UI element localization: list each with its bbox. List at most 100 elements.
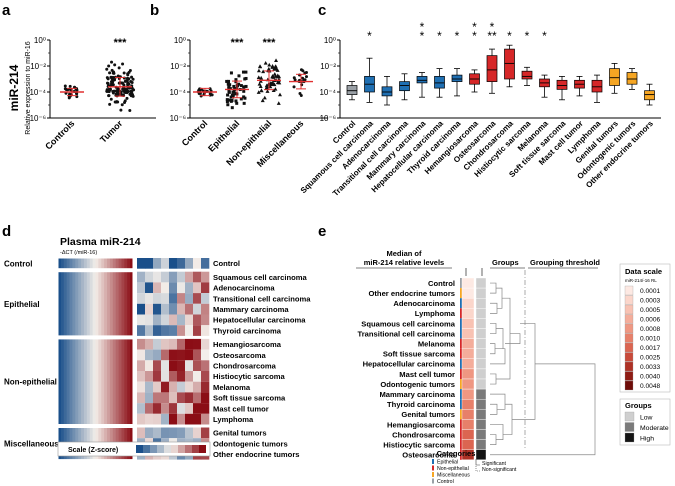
- pd-right-cell: [137, 293, 146, 304]
- pe-data-scale-swatch: [624, 352, 634, 362]
- pd-right-cell: [193, 427, 202, 439]
- pe-heat-cell: [461, 287, 475, 299]
- pd-right-cell: [193, 360, 202, 371]
- pd-right-cell: [177, 392, 186, 404]
- pa-point: [121, 87, 125, 91]
- pa-x-label: Tumor: [98, 118, 125, 145]
- panel-d-title: Plasma miR-214: [60, 236, 141, 248]
- pd-left-cell: [107, 338, 111, 425]
- pd-right-cell: [153, 381, 162, 393]
- pd-left-cell: [81, 338, 85, 425]
- pd-right-cell: [153, 293, 162, 304]
- pc-box: [521, 70, 533, 80]
- pe-row-label: Soft tissue sarcoma: [383, 350, 456, 359]
- pd-left-cell: [58, 271, 62, 336]
- pe-header-median: Median of: [387, 249, 423, 258]
- panel-d-heatmap: Control Epithelial Non-epithelial Miscellan…: [4, 257, 311, 461]
- pd-right-cell: [201, 303, 210, 315]
- pa-point: [105, 67, 109, 71]
- pe-dendro-branch: [490, 363, 596, 456]
- pe-heat-cell: [461, 449, 475, 461]
- pd-left-cell: [92, 258, 96, 269]
- pc-box: [346, 85, 358, 95]
- pe-group-cell: [475, 358, 487, 370]
- pd-left-cell: [89, 338, 94, 425]
- pd-right-cell: [201, 271, 210, 283]
- pd-right-cell: [193, 403, 202, 414]
- pc-box: [451, 74, 463, 82]
- pd-right-cell: [185, 258, 194, 269]
- pd-right-cell: [137, 349, 146, 361]
- pe-group-cell: [475, 287, 487, 299]
- pa-point: [109, 97, 113, 101]
- pd-right-cell: [153, 371, 162, 382]
- pd-right-cell: [169, 338, 178, 350]
- pe-group-cell: [475, 388, 487, 400]
- pb-point: [293, 78, 297, 82]
- pb-point: [237, 74, 241, 78]
- pd-right-cell: [193, 271, 202, 283]
- pa-point: [128, 108, 132, 112]
- pe-category-strip: [460, 338, 462, 349]
- pe-heat-cell: [461, 318, 475, 329]
- panel-b-scatter: 10⁰10⁻²10⁻⁴10⁻⁶ControlEpithelial***Non-e…: [169, 36, 328, 169]
- pc-stars: *: [490, 20, 495, 34]
- pd-right-cell: [145, 403, 154, 414]
- pd-right-cell: [161, 271, 170, 283]
- pb-point: [234, 92, 238, 96]
- pe-heat-cell: [461, 298, 475, 309]
- pd-right-cell: [185, 392, 194, 404]
- pd-left-cell: [69, 338, 73, 425]
- pa-point: [110, 68, 114, 72]
- pd-left-cell: [115, 271, 119, 336]
- pe-category-strip: [460, 419, 462, 430]
- pb-point: [225, 79, 229, 83]
- pd-left-cell: [60, 258, 65, 269]
- pd-scale-cell: [199, 445, 206, 453]
- panel-b-letter: b: [150, 2, 159, 19]
- pd-left-cell: [121, 271, 125, 336]
- pe-data-scale-title: Data scale: [625, 267, 662, 276]
- pd-left-cell: [118, 271, 122, 336]
- pe-category-strip: [460, 288, 462, 299]
- pd-left-cell: [75, 258, 79, 269]
- pb-point: [230, 106, 234, 110]
- pd-right-cell: [185, 325, 194, 336]
- panel-a-ylabel-main: miR-214: [7, 64, 21, 111]
- pd-right-cell: [145, 325, 154, 336]
- pd-right-cell: [161, 293, 170, 304]
- pb-point: [231, 93, 235, 97]
- pe-dendro-branch: [503, 403, 513, 435]
- pd-left-cell: [109, 338, 114, 425]
- pe-category-strip: [460, 399, 462, 410]
- pb-point: [277, 80, 282, 85]
- pd-left-cell: [78, 258, 82, 269]
- pe-category-swatch: [432, 478, 434, 484]
- pd-group-label: Epithelial: [4, 300, 40, 309]
- pd-right-cell: [169, 258, 178, 269]
- pe-category-strip: [460, 318, 462, 329]
- pd-left-cell: [66, 271, 70, 336]
- pe-row-label: Hepatocellular carcinoma: [363, 360, 456, 369]
- pd-right-cell: [185, 360, 194, 371]
- pa-point: [125, 87, 129, 91]
- pe-dendro-branch: [512, 323, 536, 420]
- pe-heat-cell: [461, 328, 475, 339]
- pd-left-cell: [83, 258, 88, 269]
- pa-point: [106, 77, 110, 81]
- pe-category-strip: [460, 298, 462, 309]
- pd-left-cell: [112, 271, 117, 336]
- pd-right-cell: [169, 371, 178, 382]
- pd-left-cell: [124, 258, 128, 269]
- pd-right-cell: [145, 392, 154, 404]
- pd-row-label: Hemangiosarcoma: [213, 340, 282, 349]
- pd-right-cell: [185, 371, 194, 382]
- pe-group-cell: [475, 328, 487, 339]
- pb-y-tick-label: 10⁻²: [170, 62, 186, 71]
- pd-left-cell: [75, 338, 79, 425]
- pd-scale-cell: [178, 445, 185, 453]
- pc-box: [504, 48, 515, 80]
- pe-row-label: Mammary carcinoma: [379, 390, 455, 399]
- pe-heat-cell: [461, 419, 475, 430]
- pb-point: [270, 74, 275, 79]
